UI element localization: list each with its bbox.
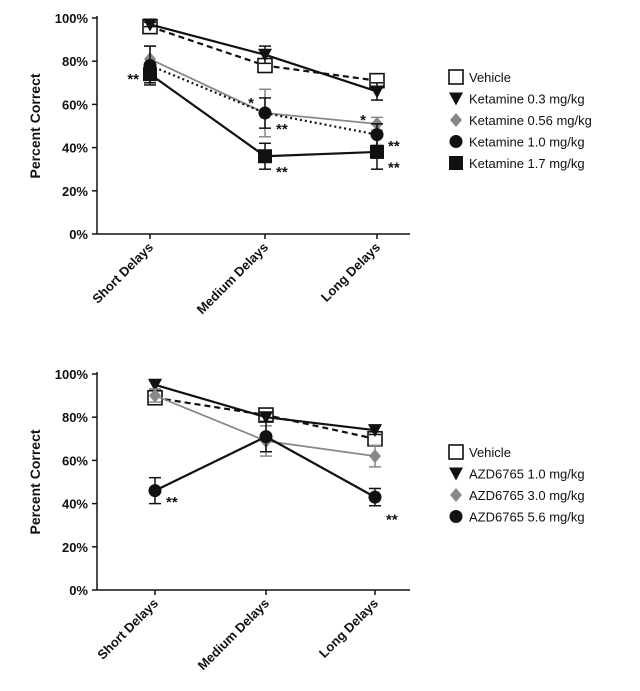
y-tick-label: 80% [62,410,88,425]
data-point [143,18,157,32]
y-tick-label: 20% [62,540,88,555]
data-point [368,490,382,504]
y-tick-label: 20% [62,184,88,199]
significance-marker: * [360,112,366,129]
legend-marker [450,488,462,502]
data-point [143,67,157,82]
y-tick-label: 60% [62,453,88,468]
legend-item-ketamine-0-3-mg-kg: Ketamine 0.3 mg/kg [449,92,585,107]
significance-marker: ** [386,511,398,528]
y-tick-label: 100% [55,11,89,26]
legend-label: Vehicle [469,70,511,85]
y-tick-label: 0% [69,227,88,242]
legend-marker [449,467,463,481]
significance-marker: ** [388,138,400,155]
x-tick-label-long-delays: Long Delays [318,240,383,305]
y-tick-label: 40% [62,497,88,512]
significance-marker: ** [127,71,139,88]
legend-item-ketamine-1-0-mg-kg: Ketamine 1.0 mg/kg [449,135,585,150]
legend-marker [449,156,463,170]
y-tick-label: 40% [62,141,88,156]
data-point [258,149,272,164]
series-ketamine-1-7-mg-kg [143,64,384,170]
legend-marker [448,69,464,85]
data-point [259,430,273,444]
legend-marker [450,113,462,127]
legend-item-ketamine-1-7-mg-kg: Ketamine 1.7 mg/kg [449,156,585,171]
legend-marker [449,510,463,523]
y-axis-title: Percent Correct [27,429,43,534]
data-point [259,411,273,425]
legend-item-vehicle: Vehicle [448,69,511,85]
x-tick-label-long-delays: Long Delays [316,596,381,661]
significance-marker: ** [276,121,288,138]
chart-azd6765: 0% 20% 40% 60% 80% 100% Percent Correct Short D… [27,367,585,673]
legend-label: Vehicle [469,445,511,460]
legend-marker [449,135,463,148]
significance-marker: ** [388,160,400,177]
series-azd6765-1-0-mg-kg [148,378,382,438]
legend-label: Ketamine 1.7 mg/kg [469,156,585,171]
legend-label: Ketamine 0.3 mg/kg [469,92,585,107]
data-point [368,424,382,438]
legend-label: AZD6765 3.0 mg/kg [469,488,585,503]
data-point [258,48,272,62]
legend-item-azd6765-1-0-mg-kg: AZD6765 1.0 mg/kg [449,467,585,482]
data-point [370,144,384,159]
significance-marker: ** [276,164,288,181]
y-axis-title: Percent Correct [27,73,43,178]
data-point [369,449,381,464]
legend-label: Ketamine 0.56 mg/kg [469,113,592,128]
y-tick-label: 80% [62,54,88,69]
series-azd6765-5-6-mg-kg [148,420,382,507]
x-tick-label-medium-delays: Medium Delays [194,240,272,318]
x-tick-label-short-delays: Short Delays [94,596,161,663]
data-point [370,85,384,99]
legend-label: AZD6765 5.6 mg/kg [469,510,585,525]
legend-item-azd6765-5-6-mg-kg: AZD6765 5.6 mg/kg [449,510,585,525]
legend-marker [448,444,464,460]
y-tick-label: 60% [62,97,88,112]
significance-marker: * [248,95,254,112]
data-point [148,378,162,392]
legend-marker [449,92,463,106]
data-point [149,388,161,403]
y-tick-label: 100% [55,367,89,382]
legend-item-ketamine-0-56-mg-kg: Ketamine 0.56 mg/kg [450,113,592,128]
legend-item-azd6765-3-0-mg-kg: AZD6765 3.0 mg/kg [450,488,585,503]
chart-ketamine: 0% 20% 40% 60% 80% 100% Percent Correct Short D… [27,11,592,317]
data-point [258,106,272,120]
legend-item-vehicle: Vehicle [448,444,511,460]
legend-label: AZD6765 1.0 mg/kg [469,467,585,482]
significance-marker: ** [166,494,178,511]
data-point [148,484,162,498]
series-line [149,64,378,136]
x-tick-label-medium-delays: Medium Delays [195,596,273,674]
legend-label: Ketamine 1.0 mg/kg [469,135,585,150]
x-tick-label-short-delays: Short Delays [89,240,156,307]
series-ketamine-0-3-mg-kg [143,18,384,101]
y-tick-label: 0% [69,583,88,598]
